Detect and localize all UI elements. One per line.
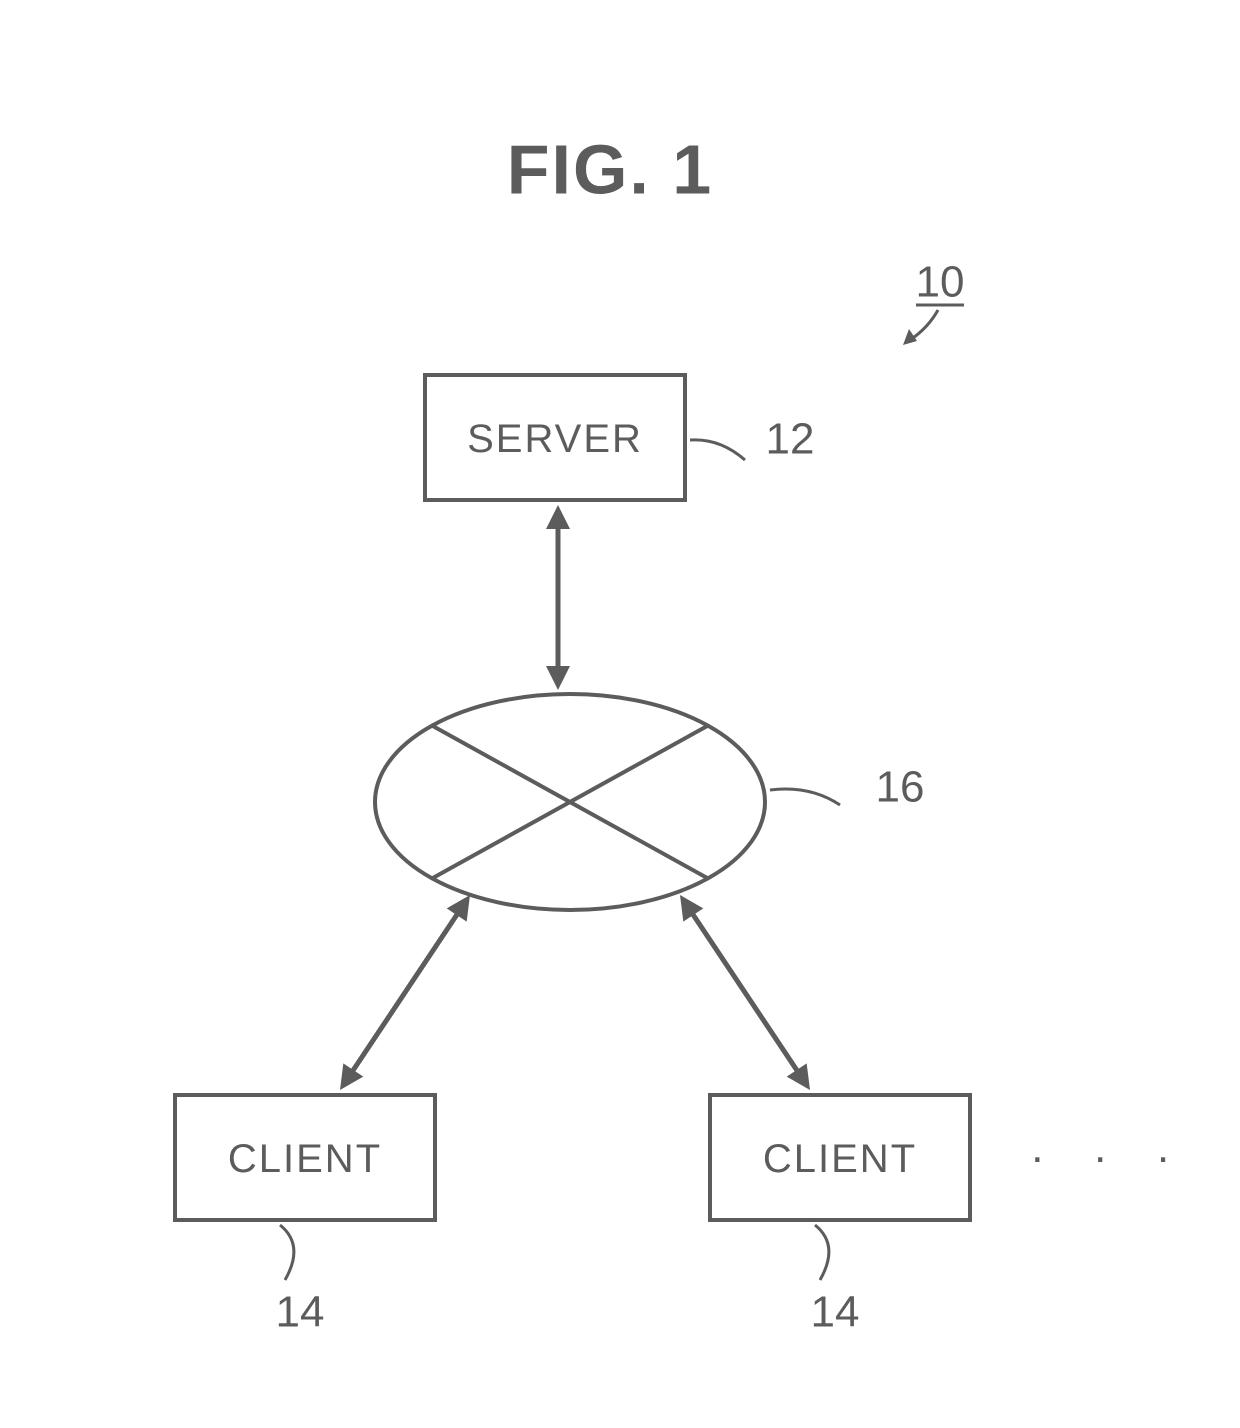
client2-ref-label: 14 — [811, 1288, 860, 1337]
figure-diagram: FIG. 1 10 SERVER 12 16 CLIENT 14 CLIENT 14 · · · — [0, 0, 1240, 1428]
server-ref-lead — [690, 440, 745, 460]
edge-network-client1 — [351, 911, 460, 1074]
network-ref-lead — [770, 789, 840, 805]
client2-ref-lead — [815, 1225, 829, 1280]
server-label: SERVER — [467, 417, 643, 461]
client1-label: CLIENT — [228, 1137, 382, 1181]
arrow-head — [447, 895, 470, 922]
system-ref-lead — [910, 310, 938, 340]
arrow-head — [546, 505, 570, 529]
arrow-head — [680, 895, 703, 922]
edge-network-client2 — [691, 911, 800, 1074]
client1-ref-lead — [280, 1225, 294, 1280]
figure-title: FIG. 1 — [507, 130, 713, 208]
server-ref-label: 12 — [766, 415, 815, 464]
arrow-head — [546, 666, 570, 690]
arrow-head — [787, 1063, 810, 1090]
arrow-head — [340, 1063, 363, 1090]
client1-ref-label: 14 — [276, 1288, 325, 1337]
ellipsis-dots: · · · — [1030, 1133, 1188, 1182]
client2-label: CLIENT — [763, 1137, 917, 1181]
system-ref-label: 10 — [916, 258, 965, 307]
network-ref-label: 16 — [876, 763, 925, 812]
